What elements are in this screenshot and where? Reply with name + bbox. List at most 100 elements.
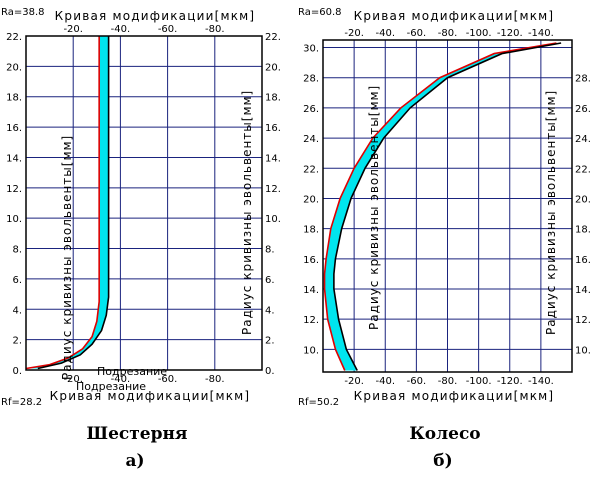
rf-label: Rf=28.2: [1, 397, 42, 408]
y-tick-label: 0.: [12, 366, 22, 377]
y-tick-label-right: 12.: [575, 315, 591, 326]
x-ticks-top: -20. -40. -60. -80.: [63, 24, 224, 35]
ylabel-right: Радиус кривизны эвольвенты[мм]: [240, 90, 254, 335]
y-tick-label: 6.: [12, 275, 22, 286]
x-tick-label: -80.: [438, 376, 458, 387]
y-tick-label: 18.: [303, 225, 319, 236]
y-ticks-right: 10. 12. 14. 16. 18. 20. 22. 24. 26. 28.: [575, 74, 591, 357]
y-tick-label-right: 0.: [265, 366, 275, 377]
title-bottom: Кривая модификации[мкм]: [50, 389, 251, 403]
y-tick-label: 18.: [6, 93, 22, 104]
y-tick-label-right: 16.: [265, 123, 281, 134]
modification-band: [323, 42, 562, 371]
x-tick-label: -80.: [438, 28, 458, 39]
y-tick-label-right: 10.: [575, 345, 591, 356]
grid-lines: [323, 40, 572, 372]
y-tick-label: 14.: [6, 153, 22, 164]
y-tick-label-right: 18.: [265, 93, 281, 104]
y-tick-label: 20.: [303, 194, 319, 205]
grid-lines: [26, 36, 262, 370]
x-tick-label: -40.: [111, 24, 131, 35]
x-tick-label: -20.: [63, 374, 83, 385]
y-tick-label: 2.: [12, 336, 22, 347]
y-tick-label: 12.: [6, 184, 22, 195]
plot-frame: [322, 39, 573, 373]
x-tick-label: -40.: [375, 376, 395, 387]
title-bottom: Кривая модификации[мкм]: [354, 389, 555, 403]
ylabel-left: Радиус кривизны эвольвенты[мм]: [60, 135, 74, 380]
ylabel-left: Радиус кривизны эвольвенты[мм]: [367, 85, 381, 330]
series-line-outer: [323, 42, 557, 371]
overlay-label-2: Подрезание: [76, 380, 146, 393]
y-tick-label: 16.: [6, 123, 22, 134]
y-tick-label-right: 16.: [575, 255, 591, 266]
y-tick-label-right: 2.: [265, 336, 275, 347]
x-tick-label: -80.: [205, 374, 225, 385]
y-tick-label-right: 22.: [575, 164, 591, 175]
y-tick-label: 20.: [6, 62, 22, 73]
x-ticks-top: -20. -40. -60. -80. -100. -120. -140.: [344, 28, 553, 39]
y-tick-label-right: 10.: [265, 214, 281, 225]
x-tick-label: -120.: [497, 28, 523, 39]
y-tick-label-right: 24.: [575, 134, 591, 145]
band-fill: [26, 36, 109, 369]
x-tick-label: -140.: [528, 28, 554, 39]
ra-label: Ra=60.8: [298, 7, 342, 18]
y-tick-label-right: 22.: [265, 32, 281, 43]
y-tick-label: 28.: [303, 74, 319, 85]
y-tick-label-right: 12.: [265, 184, 281, 195]
x-tick-label: -20.: [344, 376, 364, 387]
y-tick-label: 8.: [12, 245, 22, 256]
series-line-inner: [37, 36, 110, 370]
y-tick-label: 30.: [303, 44, 319, 55]
y-tick-label: 12.: [303, 315, 319, 326]
y-tick-label: 16.: [303, 255, 319, 266]
y-tick-label: 10.: [303, 345, 319, 356]
x-tick-label: -20.: [63, 24, 83, 35]
y-tick-label: 14.: [303, 285, 319, 296]
caption-letter-a: а): [125, 451, 145, 471]
y-ticks-right: 0. 2. 4. 6. 8. 10. 12. 14. 16. 18. 20. 22.: [265, 32, 281, 377]
x-ticks-bottom: -20. -40. -60. -80. -100. -120. -140.: [344, 376, 553, 387]
y-tick-label-right: 6.: [265, 275, 275, 286]
y-tick-label-right: 20.: [265, 62, 281, 73]
x-tick-label: -100.: [466, 28, 492, 39]
title-top: Кривая модификации[мкм]: [55, 9, 256, 23]
x-tick-label: -120.: [497, 376, 523, 387]
x-tick-label: -60.: [158, 24, 178, 35]
plot-frame: [25, 35, 263, 371]
y-tick-label-right: 18.: [575, 225, 591, 236]
overlay-label-1: Подрезание: [97, 365, 167, 378]
x-tick-label: -40.: [111, 374, 131, 385]
x-tick-label: -60.: [407, 28, 427, 39]
chart-shesternya: -20. -40. -60. -80. -20. -40. -60. -80. 0. 2. 4.…: [1, 1, 287, 408]
y-tick-label-right: 4.: [265, 305, 275, 316]
chart-koleso: -20. -40. -60. -80. -100. -120. -140. -20. -40.…: [295, 1, 591, 410]
x-tick-label: -60.: [407, 376, 427, 387]
y-tick-label-right: 8.: [265, 245, 275, 256]
y-tick-label-right: 14.: [265, 153, 281, 164]
x-ticks-bottom: -20. -40. -60. -80.: [63, 374, 224, 385]
x-tick-label: -60.: [158, 374, 178, 385]
y-tick-label-right: 20.: [575, 194, 591, 205]
y-tick-label-right: 14.: [575, 285, 591, 296]
caption-shesternya: Шестерня: [86, 424, 188, 444]
x-tick-label: -140.: [528, 376, 554, 387]
y-tick-label: 4.: [12, 305, 22, 316]
modification-band: [25, 36, 110, 370]
x-tick-label: -20.: [344, 28, 364, 39]
y-ticks-left: 0. 2. 4. 6. 8. 10. 12. 14. 16. 18. 20. 22.: [6, 32, 22, 377]
y-tick-label: 10.: [6, 214, 22, 225]
y-tick-label: 26.: [303, 104, 319, 115]
ra-label: Ra=38.8: [1, 7, 45, 18]
y-tick-label: 22.: [6, 32, 22, 43]
title-top: Кривая модификации[мкм]: [354, 9, 555, 23]
y-tick-label-right: 26.: [575, 104, 591, 115]
y-ticks-left: 10. 12. 14. 16. 18. 20. 22. 24. 26. 28. 30.: [303, 44, 319, 357]
x-tick-label: -40.: [375, 28, 395, 39]
y-tick-label-right: 28.: [575, 74, 591, 85]
series-line-inner: [333, 42, 562, 371]
x-tick-label: -80.: [205, 24, 225, 35]
y-tick-label: 22.: [303, 164, 319, 175]
